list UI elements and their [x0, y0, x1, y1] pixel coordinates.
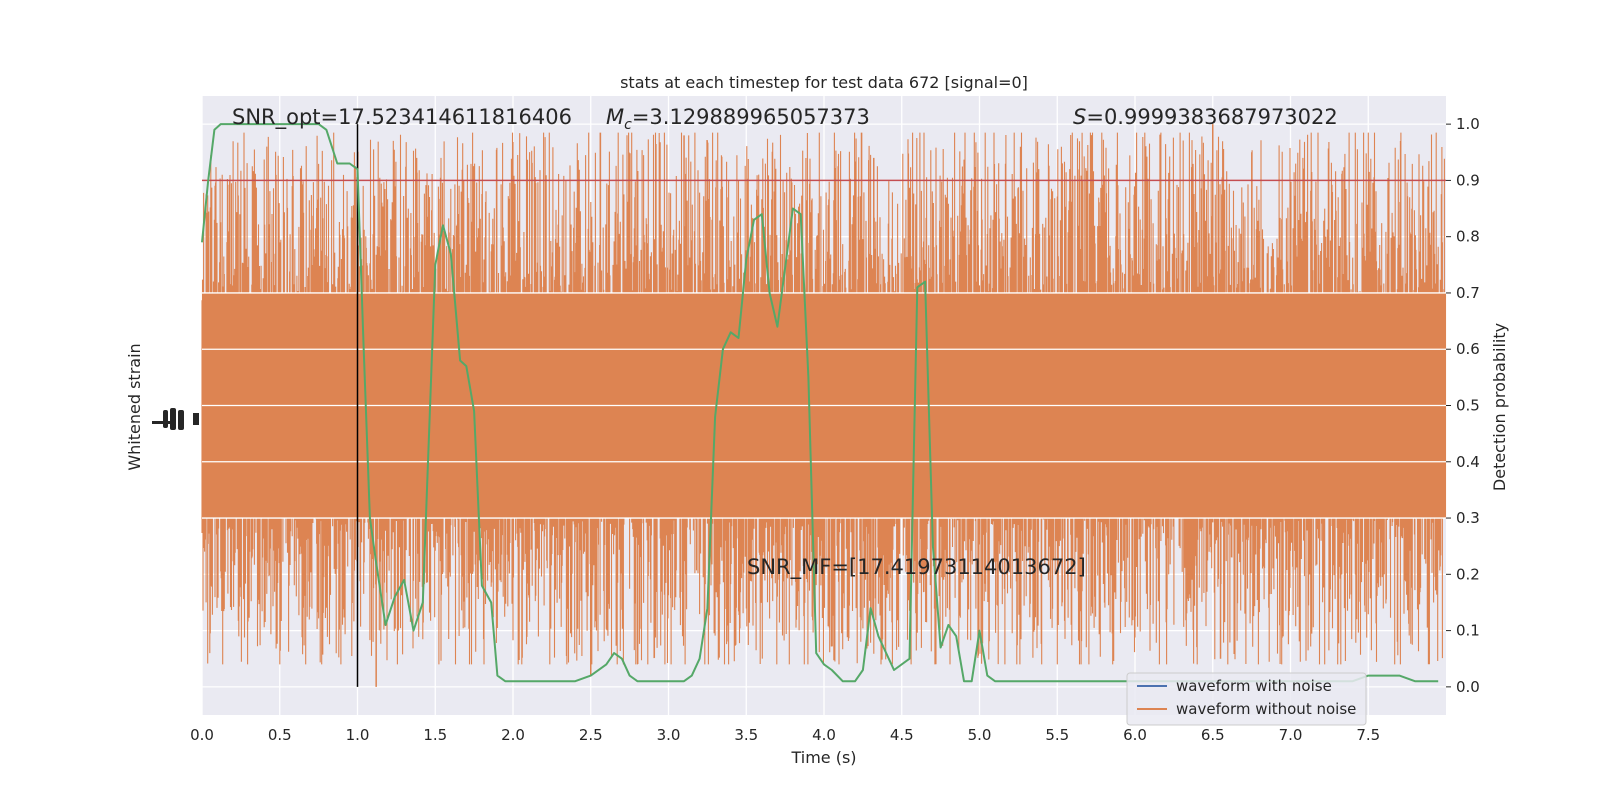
chirp-mass-subscript: c: [624, 117, 632, 133]
x-tick-label: 2.5: [579, 726, 603, 744]
detection-probability-series: [201, 123, 1439, 683]
x-tick-label: 0.5: [268, 726, 292, 744]
detection-probability-line: [201, 123, 1439, 683]
x-tick-label: 0.0: [190, 726, 214, 744]
snr-opt-annotation: SNR_opt=17.523414611816406: [232, 105, 572, 130]
x-tick-label: 3.0: [657, 726, 681, 744]
x-tick-label: 1.5: [423, 726, 447, 744]
s-annotation: S=0.9999383687973022: [1073, 105, 1338, 129]
y-tick-label-right: 0.2: [1456, 565, 1480, 583]
x-tick-label: 2.0: [501, 726, 525, 744]
snr-mf-annotation: SNR_MF=[17.41973114013672]: [747, 555, 1086, 580]
y-tick-label-right: 0.0: [1456, 678, 1480, 696]
s-symbol: S: [1073, 105, 1086, 129]
x-tick-label: 6.0: [1123, 726, 1147, 744]
x-tick-label: 1.0: [346, 726, 370, 744]
legend-box: [1126, 672, 1367, 726]
x-tick-label: 4.0: [812, 726, 836, 744]
y-tick-label-right: 0.7: [1456, 284, 1480, 302]
legend-label-without-noise: waveform without noise: [1176, 700, 1356, 718]
x-axis-label: Time (s): [790, 748, 856, 767]
x-tick-label: 6.5: [1201, 726, 1225, 744]
x-tick-label: 3.5: [734, 726, 758, 744]
chart-title: stats at each timestep for test data 672…: [620, 73, 1028, 92]
chirp-mass-symbol: M: [606, 105, 624, 129]
y-tick-label-right: 1.0: [1456, 115, 1480, 133]
legend: waveform with noise waveform without noi…: [1126, 672, 1367, 726]
x-tick-label: 7.0: [1279, 726, 1303, 744]
y-tick-label-right: 0.5: [1456, 397, 1480, 415]
x-tick-label: 5.5: [1045, 726, 1069, 744]
s-value: =0.9999383687973022: [1086, 105, 1337, 129]
x-tick-label: 4.5: [890, 726, 914, 744]
y-tick-label-right: 0.3: [1456, 509, 1480, 527]
left-axis-tick-glyphs: [152, 408, 199, 430]
legend-label-with-noise: waveform with noise: [1176, 677, 1332, 695]
y-tick-label-right: 0.6: [1456, 340, 1480, 358]
chirp-mass-value: =3.129889965057373: [632, 105, 870, 129]
x-tick-label: 5.0: [968, 726, 992, 744]
chirp-mass-annotation: Mc=3.129889965057373: [606, 105, 870, 133]
y-axis-label-left: Whitened strain: [125, 343, 144, 470]
waveform-without-noise-series: [201, 124, 1447, 687]
y-tick-label-right: 0.9: [1456, 171, 1480, 189]
axis-ticks: 0.0 0.5 1.0 1.5 2.0 2.5 3.0 3.5 4.0 4.5 5.0 5.5 6.0 6…: [190, 115, 1480, 744]
x-tick-label: 7.5: [1356, 726, 1380, 744]
y-tick-label-right: 0.8: [1456, 228, 1480, 246]
y-tick-label-right: 0.4: [1456, 453, 1480, 471]
y-tick-label-right: 0.1: [1456, 622, 1480, 640]
y-axis-label-right: Detection probability: [1490, 323, 1509, 491]
